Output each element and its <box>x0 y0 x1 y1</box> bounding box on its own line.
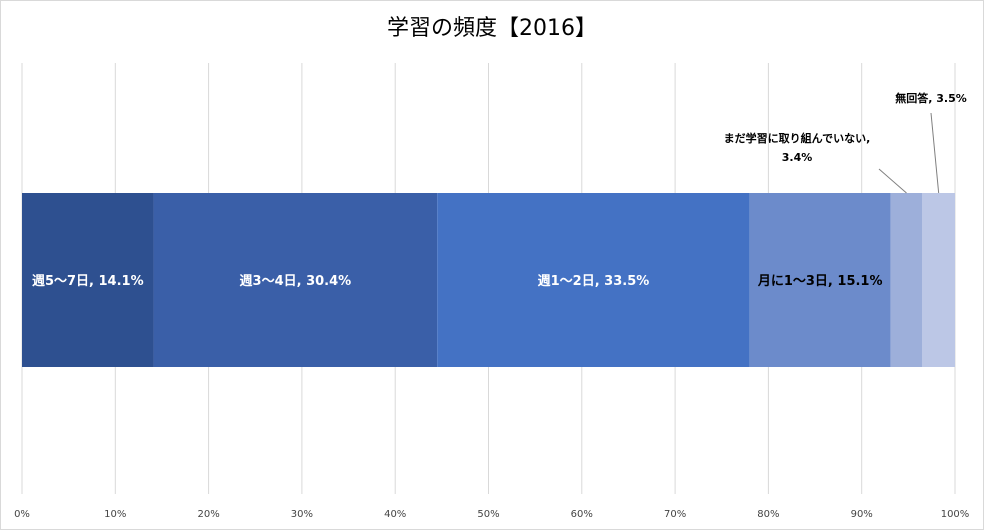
data-label: 週1～2日, 33.5% <box>538 274 650 289</box>
x-tick-label: 90% <box>851 509 873 520</box>
data-label: 3.4% <box>782 151 813 164</box>
bar-segment <box>749 193 891 367</box>
data-label: 週5～7日, 14.1% <box>32 274 144 289</box>
x-tick-label: 50% <box>477 509 499 520</box>
bar-segment <box>890 193 923 367</box>
x-tick-label: 20% <box>197 509 219 520</box>
x-tick-label: 10% <box>104 509 126 520</box>
data-label: 無回答, 3.5% <box>895 91 967 105</box>
data-label: 月に1～3日, 15.1% <box>757 274 883 289</box>
bar-segment <box>22 193 154 367</box>
x-tick-label: 30% <box>291 509 313 520</box>
data-label: まだ学習に取り組んでいない, <box>724 131 871 145</box>
bar-segment <box>437 193 750 367</box>
x-tick-label: 60% <box>571 509 593 520</box>
leader-line <box>930 112 940 194</box>
bar-segment <box>153 193 438 367</box>
x-tick-label: 100% <box>941 509 970 520</box>
bar-segment <box>922 193 955 367</box>
x-tick-label: 80% <box>757 509 779 520</box>
bar-segments <box>22 193 955 367</box>
x-tick-label: 70% <box>664 509 686 520</box>
x-axis-ticks: 0% 10% 20% 30% 40% 50% 60% 70% 80% 90% 100% <box>14 509 969 520</box>
chart-title: 学習の頻度【2016】 <box>387 16 597 41</box>
data-labels: 週5～7日, 14.1% 週3～4日, 30.4% 週1～2日, 33.5% 月に1～… <box>32 91 967 289</box>
leader-line <box>878 168 907 194</box>
data-label: 週3～4日, 30.4% <box>240 274 352 289</box>
x-tick-label: 0% <box>14 509 30 520</box>
x-tick-label: 40% <box>384 509 406 520</box>
